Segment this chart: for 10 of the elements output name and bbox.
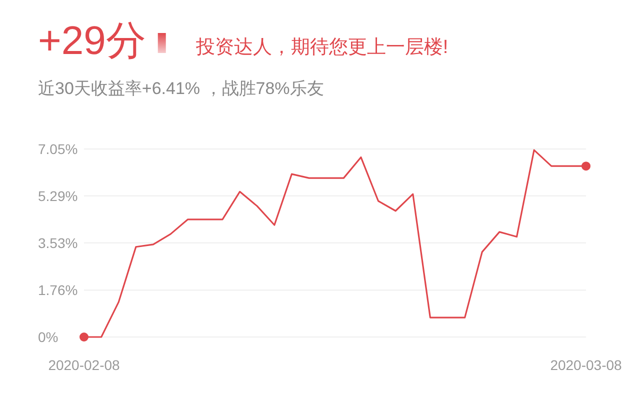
x-tick-label: 2020-02-08	[48, 357, 120, 373]
x-tick-label: 2020-03-08	[550, 357, 622, 373]
y-tick-label: 3.53%	[38, 234, 78, 251]
title: +29分	[38, 19, 146, 63]
y-tick-label: 1.76%	[38, 282, 78, 298]
y-tick-label: 5.29%	[38, 188, 78, 204]
y-tick-label: 7.05%	[38, 141, 78, 157]
annotation: 投资达人，期待您更上一层楼!	[196, 37, 448, 58]
subtitle: 近30天收益率+6.41% ，战胜78%乐友	[38, 79, 324, 98]
y-tick-label: 0%	[38, 329, 58, 345]
